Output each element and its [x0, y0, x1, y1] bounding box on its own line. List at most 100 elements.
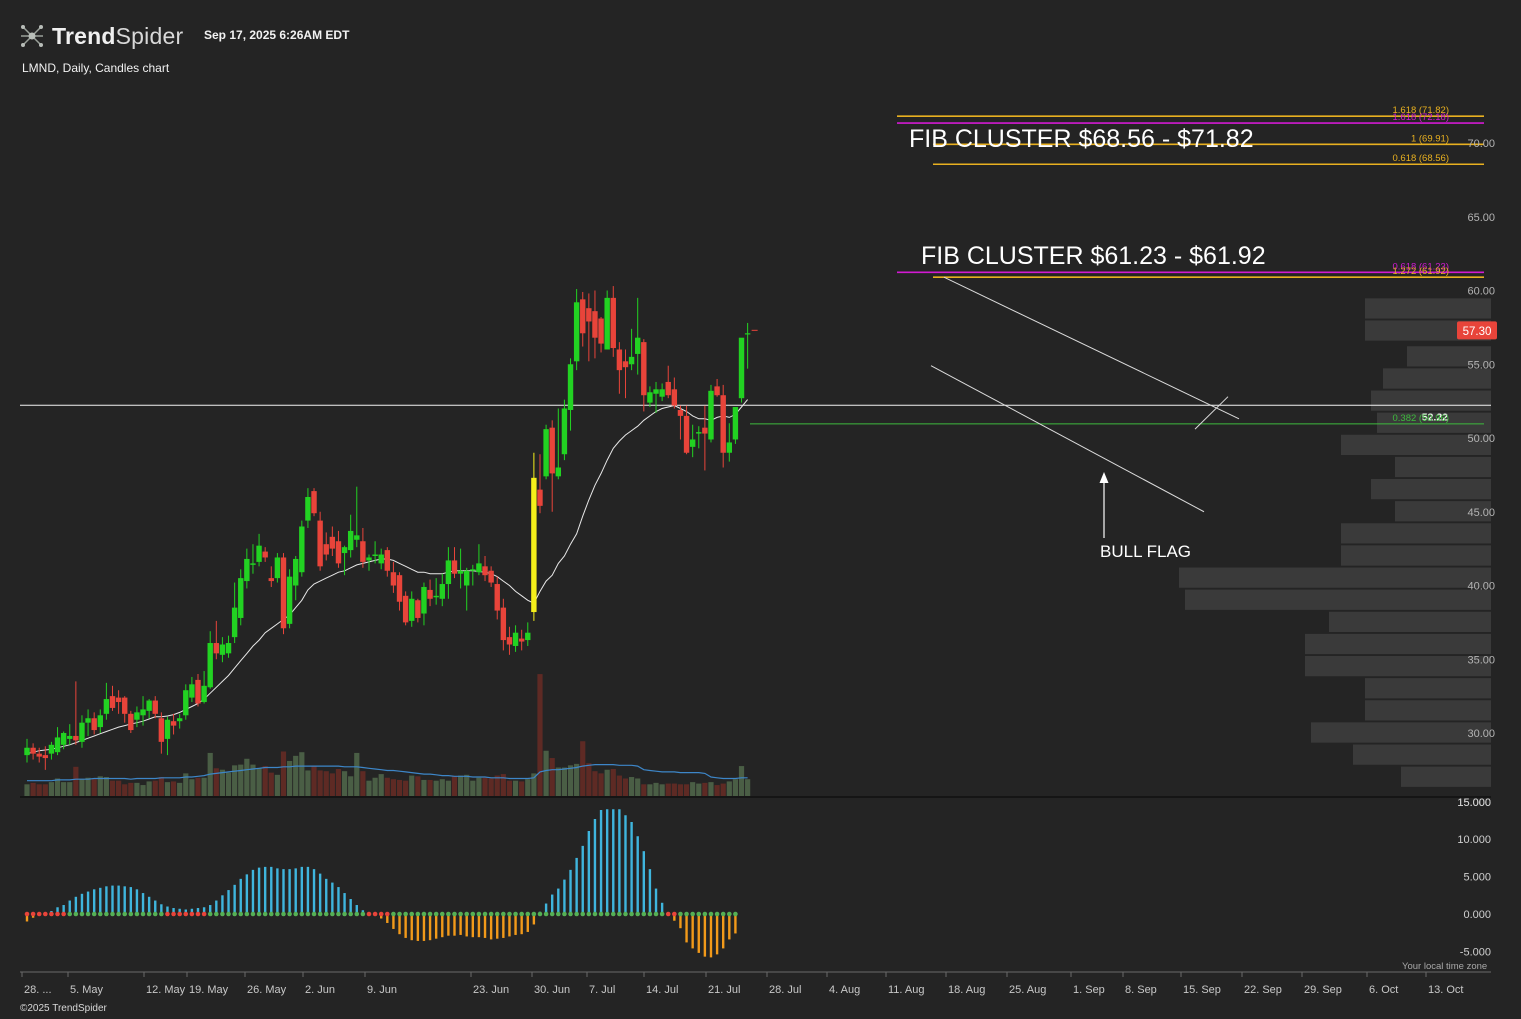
oscillator-dot: [690, 911, 695, 917]
volume-bar: [622, 778, 629, 796]
candle-body: [329, 536, 336, 549]
oscillator-dot: [586, 911, 592, 917]
volume-bar: [311, 766, 317, 796]
oscillator-axis-label: 15.000: [1457, 797, 1491, 809]
oscillator-dot: [97, 911, 103, 917]
oscillator-dot: [55, 911, 60, 917]
oscillator-dot: [464, 911, 470, 917]
volume-profile-bar: [1341, 523, 1491, 544]
volume-bar: [317, 770, 323, 796]
time-axis-label: 25. Aug: [1009, 984, 1046, 996]
volume-bar: [482, 777, 488, 796]
candle-body: [347, 530, 354, 551]
volume-profile-bar: [1383, 368, 1491, 389]
oscillator-dot: [317, 911, 323, 917]
volume-bar: [720, 783, 726, 796]
volume-bar: [103, 777, 109, 796]
candle-body: [48, 744, 55, 754]
time-axis-label: 30. Jun: [534, 984, 570, 996]
fib-level-label: 1 (69.91): [1411, 133, 1449, 144]
time-axis-label: 9. Jun: [367, 984, 397, 996]
volume-bar: [464, 774, 470, 796]
candle-body: [702, 427, 708, 434]
oscillator-dot: [501, 911, 506, 917]
volume-axis-label: 15.000: [1457, 797, 1491, 809]
candle-body: [335, 541, 342, 564]
candle-body: [293, 558, 299, 586]
volume-bar: [54, 778, 61, 796]
volume-bar: [85, 777, 91, 796]
volume-bar: [671, 783, 677, 796]
volume-bar: [293, 755, 299, 796]
oscillator-dot: [201, 911, 207, 917]
candle-body: [616, 349, 623, 371]
oscillator-dot: [214, 911, 219, 917]
volume-profile-bar: [1305, 633, 1491, 655]
oscillator-dot: [250, 911, 256, 917]
candles: [24, 286, 758, 770]
candle-body: [354, 535, 360, 540]
volume-profile-bar: [1377, 412, 1491, 433]
oscillator-dot: [458, 911, 463, 917]
volume-bar: [512, 780, 519, 796]
oscillator-dot: [629, 911, 634, 917]
oscillator-dot: [207, 911, 213, 917]
volume-bar: [690, 782, 696, 796]
bull-flag-label: BULL FLAG: [1100, 542, 1191, 561]
oscillator-dot: [446, 911, 451, 917]
oscillator-dot: [177, 911, 182, 917]
volume-bar: [366, 780, 372, 796]
volume-bar: [134, 782, 140, 796]
oscillator-dot: [733, 911, 738, 917]
volume-bar: [67, 782, 73, 796]
oscillator-dot: [543, 911, 549, 917]
candle-body: [256, 545, 262, 562]
oscillator-axis-label: 5.000: [1463, 872, 1491, 884]
volume-bar: [439, 779, 445, 796]
oscillator-dot: [165, 911, 170, 917]
oscillator-dot: [592, 911, 598, 917]
volume-bar: [79, 779, 85, 796]
volume-bar: [280, 751, 287, 796]
candle-body: [390, 572, 397, 586]
oscillator-dot: [281, 911, 286, 917]
volume-profile-bar: [1365, 678, 1491, 699]
chart-header: TrendSpider Sep 17, 2025 6:26AM EDT LMND…: [0, 0, 1521, 90]
candle-body: [586, 308, 592, 322]
candle-body: [372, 554, 378, 556]
volume-bar: [109, 780, 116, 796]
candle-body: [445, 560, 452, 585]
volume-bar: [647, 784, 653, 796]
candle-body: [500, 607, 507, 641]
candle-body: [67, 735, 73, 739]
candle-body: [36, 753, 42, 757]
oscillator-dot: [122, 911, 128, 917]
oscillator-dot: [452, 911, 457, 917]
oscillator-dot: [24, 911, 30, 917]
time-axis-label: 15. Sep: [1183, 984, 1221, 996]
candle-body: [299, 526, 305, 573]
time-axis-label: 18. Aug: [948, 984, 985, 996]
oscillator-dot: [385, 911, 390, 917]
axes: 70.00 65.00 60.00 55.00 50.00 45.00 40.00 35.00…: [21, 138, 1497, 996]
volume-bar: [329, 773, 335, 796]
oscillator-dot: [128, 911, 134, 917]
candle-body: [158, 718, 165, 742]
candle-body: [525, 632, 531, 641]
oscillator-axis-label: 10.000: [1457, 834, 1491, 846]
volume-bar: [457, 775, 464, 796]
volume-profile-bar: [1353, 744, 1491, 765]
candle-body: [207, 643, 213, 688]
price-axis-label: 60.00: [1467, 286, 1495, 298]
oscillator-dot: [372, 911, 378, 917]
volume-bar: [628, 777, 635, 796]
volume-bar: [341, 771, 348, 796]
fib-level-label: 1.618 (72.18): [1392, 112, 1449, 123]
candle-body: [653, 389, 659, 394]
fib-cluster-label-lower: FIB CLUSTER $61.23 - $61.92: [921, 242, 1266, 270]
candle-body: [622, 361, 629, 368]
oscillator-dot: [299, 911, 305, 917]
brand-name: TrendSpider: [52, 22, 184, 49]
candle-body: [488, 570, 494, 583]
